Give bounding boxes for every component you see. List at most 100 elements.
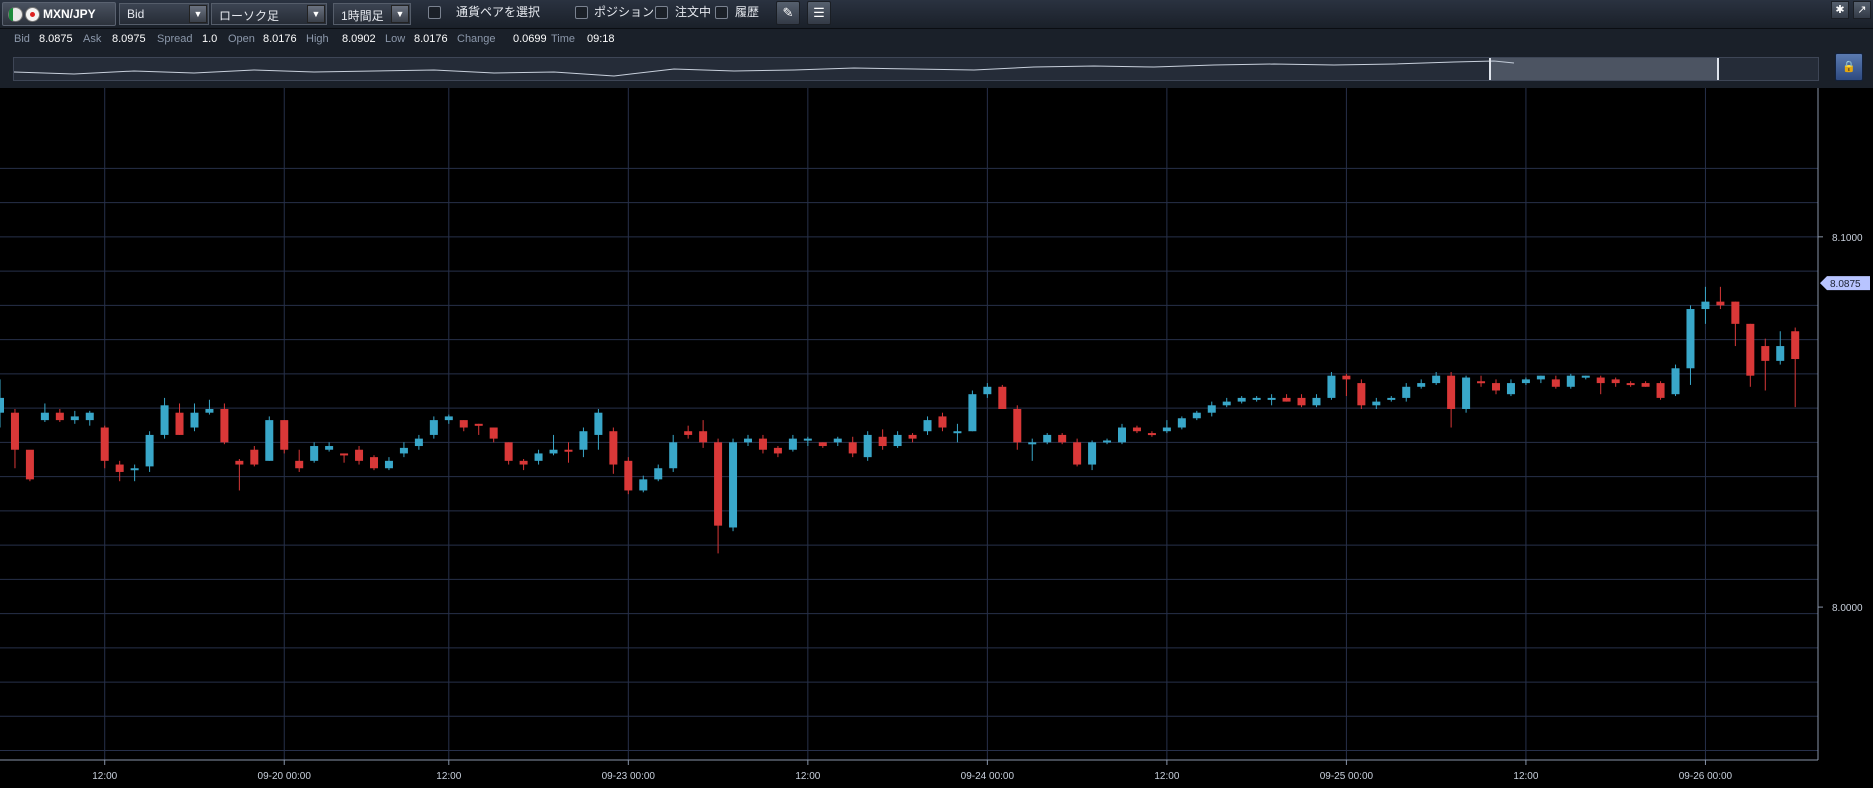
candle-body-down	[1731, 301, 1740, 324]
candle-body-down	[1342, 375, 1351, 380]
candle-body-down	[504, 442, 513, 461]
candle-body-up	[1686, 309, 1695, 369]
candle-body-up	[1701, 301, 1710, 310]
y-tick-label: 8.1000	[1832, 233, 1863, 244]
navigator-overview-line	[14, 60, 1515, 77]
candle-body-up	[953, 431, 962, 434]
candle-body-up	[1327, 375, 1336, 398]
candle-body-up	[1387, 397, 1396, 400]
ask-label: Ask	[83, 33, 102, 45]
candle-body-down	[714, 442, 723, 526]
candle-body-down	[1073, 442, 1082, 465]
candle-body-up	[1462, 377, 1471, 410]
y-tick-label: 8.0000	[1832, 603, 1863, 614]
quote-info-bar: Bid 8.0875 Ask 8.0975 Spread 1.0 Open 8.…	[0, 29, 1873, 51]
chart-tool-button[interactable]: ✎	[776, 1, 800, 25]
time-label: Time	[551, 33, 576, 45]
navigator-lock-button[interactable]: 🔒	[1835, 53, 1863, 81]
popout-icon: ↗	[1857, 4, 1867, 16]
candle-body-down	[1447, 375, 1456, 410]
candle-body-down	[55, 412, 64, 421]
toolbar: MXN/JPY Bid ▼ ローソク足 ▼ 1時間足 ▼ 通貨ペアを選択 ポジシ…	[0, 0, 1873, 29]
candle-body-down	[1013, 409, 1022, 443]
candle-body-down	[1492, 383, 1500, 391]
history-checkbox[interactable]	[715, 6, 728, 19]
chart-type-select[interactable]: ローソク足 ▼	[211, 3, 327, 25]
x-tick-label: 12:00	[92, 771, 117, 782]
candle-body-up	[1028, 442, 1037, 445]
candle-body-up	[893, 434, 902, 447]
open-value: 8.0176	[263, 33, 297, 45]
candle-body-down	[355, 449, 364, 461]
chart-type-value: ローソク足	[219, 9, 280, 23]
x-tick-label: 12:00	[436, 771, 461, 782]
candle-body-down	[938, 416, 947, 428]
japan-flag-icon	[25, 7, 40, 22]
candle-body-up	[0, 397, 4, 413]
open-label: Open	[228, 33, 255, 45]
candle-body-down	[1357, 383, 1366, 406]
candle-body-up	[130, 468, 139, 471]
candle-body-down	[1147, 433, 1156, 436]
select-pair-checkbox[interactable]	[428, 6, 441, 19]
candlestick-chart[interactable]: 8.1000 8.0000 8.0875 12:00 09-20 00:00 12:00 0…	[0, 88, 1873, 788]
candle-body-down	[370, 457, 378, 469]
position-label: ポジション	[594, 5, 655, 19]
candle-body-up	[1312, 397, 1321, 406]
change-value: 0.0699	[513, 33, 547, 45]
chart-list-button[interactable]: ☰	[807, 1, 831, 25]
history-label: 履歴	[735, 5, 760, 19]
price-type-value: Bid	[127, 7, 145, 21]
candle-body-up	[803, 438, 812, 441]
navigator-track[interactable]	[13, 57, 1819, 81]
current-price-tag	[1820, 276, 1870, 291]
chevron-down-icon[interactable]: ▼	[307, 5, 325, 23]
candle-body-up	[70, 416, 79, 421]
position-checkbox[interactable]	[575, 6, 588, 19]
candle-body-up	[1566, 375, 1575, 387]
lock-icon: 🔒	[1842, 61, 1856, 73]
candle-body-up	[429, 420, 438, 435]
x-tick-label: 09-24 00:00	[961, 771, 1015, 782]
candle-body-up	[1088, 442, 1097, 465]
candle-body-down	[1297, 397, 1306, 406]
candle-body-up	[654, 468, 663, 480]
candle-body-down	[1656, 383, 1665, 398]
candle-body-up	[85, 412, 94, 421]
popout-button[interactable]: ↗	[1853, 1, 1871, 19]
candle-body-up	[1417, 383, 1426, 387]
candle-body-down	[1282, 397, 1291, 402]
candle-body-up	[1671, 368, 1680, 395]
currency-pair-button[interactable]: MXN/JPY	[2, 2, 116, 26]
candle-body-down	[1132, 427, 1141, 432]
candle-body-up	[1372, 401, 1381, 406]
candle-body-down	[1746, 323, 1755, 376]
navigator-window[interactable]	[1489, 58, 1719, 80]
bid-value: 8.0875	[39, 33, 73, 45]
candle-body-up	[1521, 379, 1530, 384]
candle-body-up	[160, 405, 169, 435]
candle-body-up	[1536, 375, 1545, 380]
candle-body-up	[444, 416, 453, 421]
price-type-select[interactable]: Bid ▼	[119, 3, 209, 25]
candle-body-up	[639, 479, 648, 491]
candle-body-down	[280, 420, 289, 450]
timeframe-select[interactable]: 1時間足 ▼	[333, 3, 411, 25]
chevron-down-icon[interactable]: ▼	[189, 5, 207, 23]
candle-body-down	[699, 431, 708, 443]
candle-body-down	[1477, 381, 1486, 384]
candle-body-up	[744, 438, 752, 443]
currency-pair-label: MXN/JPY	[43, 7, 96, 21]
settings-button[interactable]: ✱	[1831, 1, 1849, 19]
candle-body-up	[205, 409, 214, 413]
candle-body-up	[1506, 383, 1515, 395]
current-price-label: 8.0875	[1830, 279, 1861, 290]
orders-checkbox[interactable]	[655, 6, 668, 19]
x-tick-label: 09-20 00:00	[258, 771, 312, 782]
candle-body-down	[564, 449, 573, 452]
candle-body-down	[1611, 379, 1620, 384]
candle-body-up	[265, 420, 274, 461]
time-value: 09:18	[587, 33, 615, 45]
chevron-down-icon[interactable]: ▼	[391, 5, 409, 23]
candle-body-down	[998, 386, 1007, 410]
